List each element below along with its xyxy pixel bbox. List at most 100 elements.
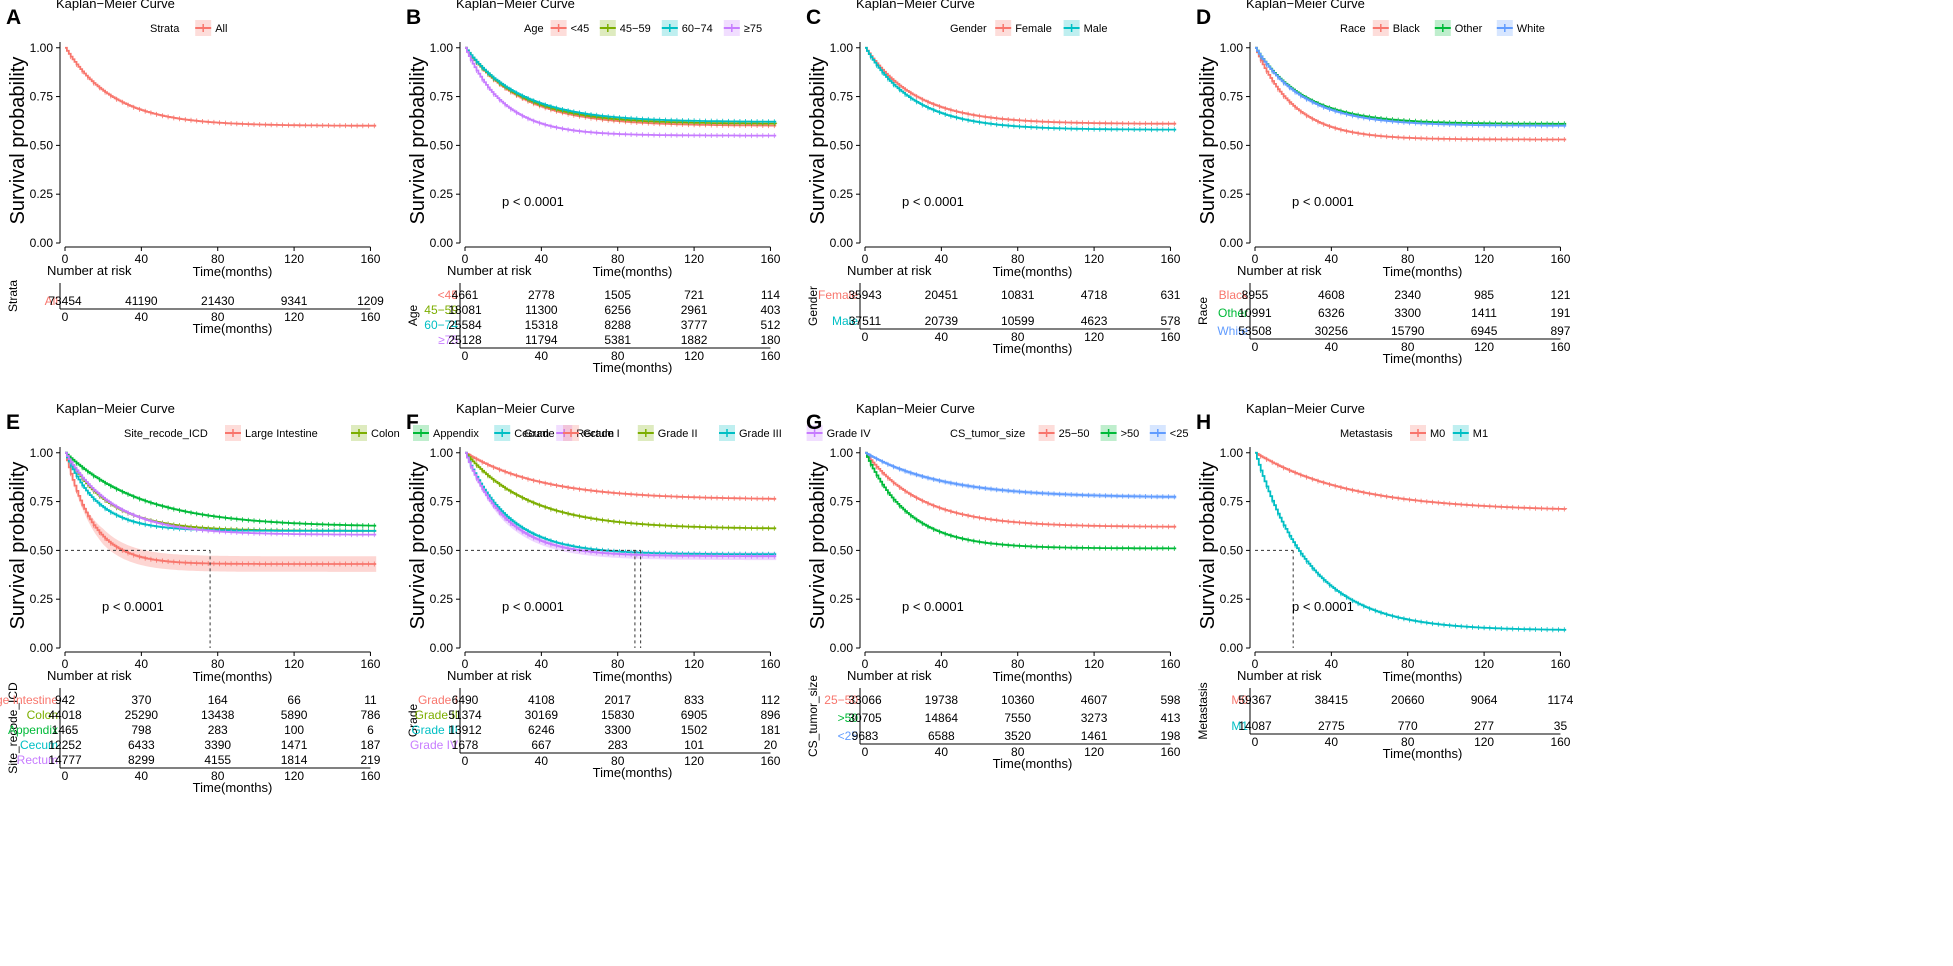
y-tick-label: 0.50 bbox=[1220, 543, 1244, 557]
panel-h: H Kaplan−Meier Curve Metastasis M0 M1 0.00 0.2… bbox=[1196, 401, 1574, 761]
legend-title: Strata bbox=[150, 23, 180, 35]
risk-value: 10991 bbox=[1238, 306, 1272, 320]
risk-value: 3300 bbox=[1394, 306, 1421, 320]
risk-value: 6905 bbox=[681, 708, 708, 722]
legend-label: M1 bbox=[1473, 428, 1488, 440]
risk-value: 9341 bbox=[281, 294, 308, 308]
risk-group-label: Site_recode_ICD bbox=[6, 682, 20, 774]
risk-value: 44018 bbox=[48, 708, 82, 722]
x-axis-label: Time(months) bbox=[993, 669, 1073, 684]
legend-label: Large Intestine bbox=[245, 428, 318, 440]
panel-letter: B bbox=[406, 6, 421, 29]
km-curve-Black bbox=[1255, 46, 1567, 141]
risk-value: 2961 bbox=[681, 303, 708, 317]
legend: CS_tumor_size 25−50 >50 <25 bbox=[950, 425, 1188, 441]
risk-value: 1411 bbox=[1471, 306, 1497, 320]
y-tick-label: 0.50 bbox=[830, 543, 854, 557]
legend-label: Grade III bbox=[739, 428, 782, 440]
risk-value: 3777 bbox=[681, 318, 708, 332]
risk-row-label: White bbox=[1217, 324, 1248, 338]
chart-title: Kaplan−Meier Curve bbox=[1246, 0, 1365, 11]
risk-value: 1882 bbox=[681, 333, 708, 347]
risk-value: 3390 bbox=[204, 738, 231, 752]
x-tick-label: 120 bbox=[1084, 657, 1104, 671]
legend-title: Age bbox=[524, 23, 544, 35]
risk-value: 10831 bbox=[1001, 288, 1035, 302]
risk-x-tick-label: 160 bbox=[1550, 735, 1570, 749]
panel-letter: E bbox=[6, 411, 20, 434]
y-tick-label: 0.25 bbox=[830, 187, 854, 201]
risk-value: 4608 bbox=[1318, 288, 1345, 302]
risk-value: 277 bbox=[1474, 719, 1494, 733]
y-axis-label: Survival probability bbox=[807, 57, 829, 225]
risk-value: 283 bbox=[608, 738, 628, 752]
risk-value: 35 bbox=[1554, 719, 1568, 733]
risk-row-label: 60−74 bbox=[424, 318, 458, 332]
risk-value: 35943 bbox=[848, 288, 882, 302]
censor-marks-Black bbox=[1260, 58, 1565, 142]
risk-row-label: <25 bbox=[838, 729, 859, 743]
y-tick-label: 0.75 bbox=[1220, 90, 1244, 104]
legend-label: <45 bbox=[571, 23, 590, 35]
risk-group-label: Grade bbox=[406, 704, 420, 738]
y-tick-label: 1.00 bbox=[1220, 446, 1244, 460]
risk-value: 283 bbox=[208, 723, 228, 737]
x-axis-label: Time(months) bbox=[593, 669, 673, 684]
y-axis-label: Survival probability bbox=[807, 462, 829, 630]
censor-marks-M1 bbox=[1260, 468, 1565, 633]
legend-title: Grade bbox=[524, 428, 555, 440]
x-tick-label: 0 bbox=[462, 252, 469, 266]
panel-a: A Kaplan−Meier Curve Strata All 0.00 0.25 0.50… bbox=[6, 0, 384, 336]
risk-x-tick-label: 160 bbox=[360, 769, 380, 783]
km-curve->50 bbox=[865, 451, 1177, 550]
y-tick-label: 0.75 bbox=[830, 495, 854, 509]
risk-x-tick-label: 80 bbox=[211, 310, 225, 324]
censor-marks-<25 bbox=[870, 453, 1175, 500]
risk-value: 12252 bbox=[48, 738, 82, 752]
risk-value: 6490 bbox=[452, 693, 479, 707]
risk-row-label: Other bbox=[1218, 306, 1248, 320]
risk-x-tick-label: 0 bbox=[62, 310, 69, 324]
legend: Age <45 45−59 60−74 ≥75 bbox=[524, 20, 762, 36]
censor-marks-Grade I bbox=[470, 453, 775, 502]
y-tick-label: 0.75 bbox=[1220, 495, 1244, 509]
x-tick-label: 40 bbox=[1325, 657, 1339, 671]
risk-table-title: Number at risk bbox=[847, 263, 932, 278]
y-tick-label: 0.75 bbox=[30, 495, 54, 509]
ci-band-<25 bbox=[865, 452, 1177, 499]
x-tick-label: 40 bbox=[135, 252, 149, 266]
x-tick-label: 80 bbox=[611, 252, 625, 266]
risk-value: 180 bbox=[760, 333, 780, 347]
x-axis-label: Time(months) bbox=[593, 264, 673, 279]
risk-x-tick-label: 120 bbox=[284, 769, 304, 783]
risk-x-axis-label: Time(months) bbox=[1383, 351, 1463, 366]
km-curve-Grade II bbox=[465, 451, 777, 530]
risk-value: 15830 bbox=[601, 708, 635, 722]
legend-label: Male bbox=[1084, 23, 1108, 35]
risk-value: 25290 bbox=[125, 708, 159, 722]
km-curve-All bbox=[65, 46, 377, 127]
x-axis-label: Time(months) bbox=[1383, 264, 1463, 279]
risk-value: 403 bbox=[760, 303, 780, 317]
legend: Metastasis M0 M1 bbox=[1340, 425, 1488, 441]
risk-x-tick-label: 80 bbox=[211, 769, 225, 783]
risk-row-label: All bbox=[45, 294, 58, 308]
y-tick-label: 0.00 bbox=[830, 641, 854, 655]
panel-letter: A bbox=[6, 6, 21, 29]
x-tick-label: 120 bbox=[1474, 657, 1494, 671]
ci-band-Grade IV bbox=[465, 452, 777, 561]
x-tick-label: 80 bbox=[1011, 657, 1025, 671]
legend-label: Appendix bbox=[433, 428, 479, 440]
risk-table-title: Number at risk bbox=[447, 668, 532, 683]
risk-value: 1678 bbox=[452, 738, 479, 752]
y-tick-label: 0.50 bbox=[430, 138, 454, 152]
legend-label: Other bbox=[1455, 23, 1483, 35]
risk-row-label: Cecum bbox=[20, 738, 58, 752]
risk-value: 20451 bbox=[925, 288, 959, 302]
km-curve-≥75 bbox=[465, 46, 777, 137]
x-tick-label: 160 bbox=[1160, 657, 1180, 671]
x-tick-label: 0 bbox=[62, 657, 69, 671]
risk-row-label: 45−59 bbox=[424, 303, 458, 317]
risk-value: 4718 bbox=[1081, 288, 1108, 302]
risk-value: 721 bbox=[684, 288, 704, 302]
